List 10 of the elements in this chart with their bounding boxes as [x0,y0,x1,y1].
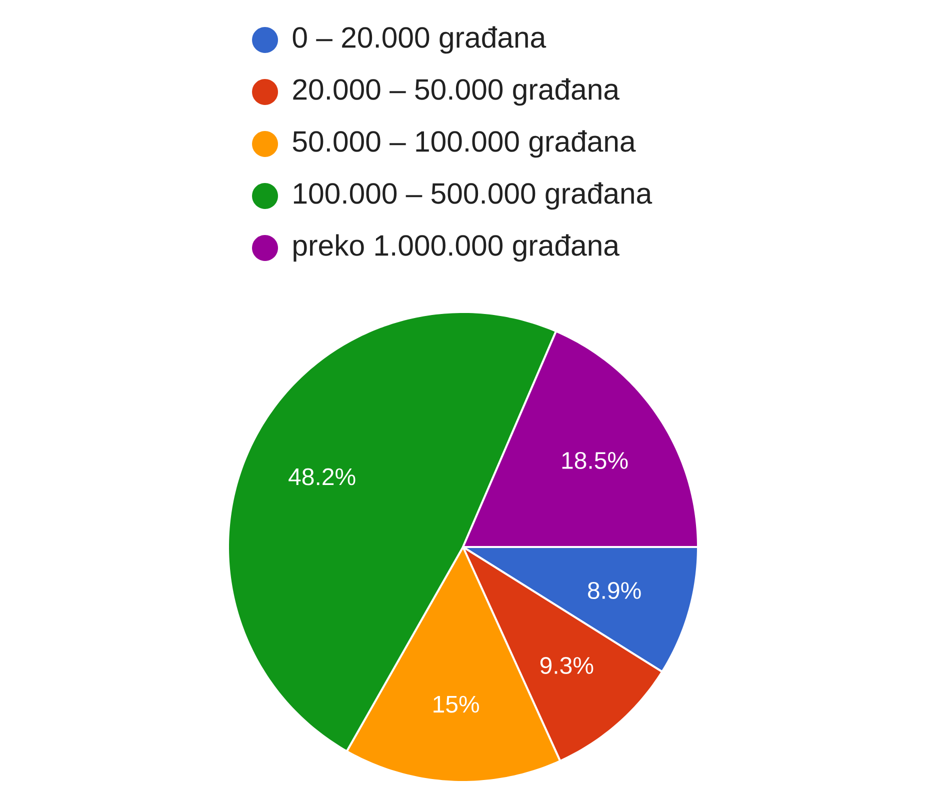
legend-label: 20.000 – 50.000 građana [293,78,620,106]
legend-label: preko 1.000.000 građana [294,234,620,262]
legend-label: 100.000 – 500.000 građana [294,182,652,210]
legend-label: 0 – 20.000 građana [292,26,546,54]
data-label: 18.5% [562,452,628,469]
legend-label: 50.000 – 100.000 građana [292,130,636,158]
data-label: 8.9% [588,582,641,599]
data-label: 48.2% [288,468,356,486]
data-label: 15% [434,696,479,713]
data-label: 9.3% [540,656,594,674]
